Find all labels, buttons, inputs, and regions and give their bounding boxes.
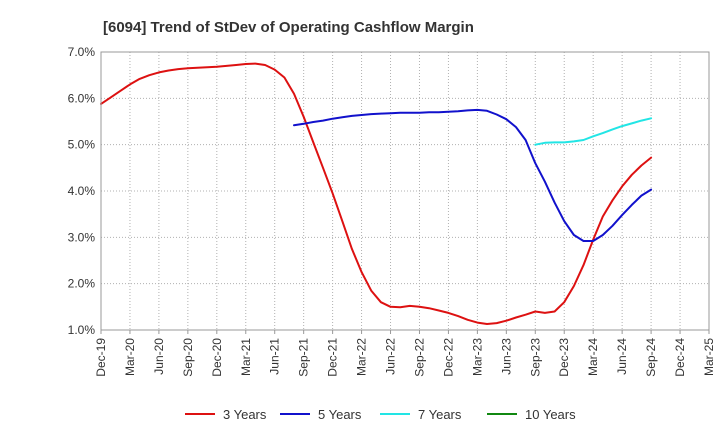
y-tick-label: 3.0% [68,230,96,244]
y-tick-label: 6.0% [68,91,96,105]
series-line-3 [534,117,653,146]
y-axis: 1.0% 2.0% 3.0% 4.0% 5.0% 6.0% 7.0% [68,45,96,337]
x-tick-label: Dec-24 [673,338,687,377]
legend-label: 3 Years [223,407,267,422]
x-tick-label: Dec-19 [94,338,108,377]
x-tick-label: Sep-21 [297,338,311,377]
x-tick-label: Sep-22 [412,338,426,377]
x-tick-label: Mar-24 [586,338,600,376]
legend: 3 Years 5 Years 7 Years 10 Years [185,407,576,422]
x-tick-label: Dec-23 [557,338,571,377]
x-tick-label: Mar-25 [702,338,716,376]
legend-label: 7 Years [418,407,462,422]
y-tick-label: 5.0% [68,138,96,152]
x-tick-label: Mar-22 [355,338,369,376]
x-tick-label: Dec-20 [210,338,224,377]
x-tick-label: Jun-22 [384,338,398,375]
chart-title: [6094] Trend of StDev of Operating Cashf… [103,19,474,36]
x-tick-label: Mar-23 [470,338,484,376]
y-tick-label: 1.0% [68,323,96,337]
x-tick-label: Mar-20 [123,338,137,376]
x-tick-label: Jun-21 [268,338,282,375]
x-tick-label: Jun-24 [615,338,629,375]
series-layer [100,62,653,325]
x-tick-label: Sep-20 [181,338,195,377]
legend-label: 5 Years [318,407,362,422]
y-tick-label: 4.0% [68,184,96,198]
x-tick-label: Sep-24 [644,338,658,377]
y-tick-label: 7.0% [68,45,96,59]
x-tick-label: Mar-21 [239,338,253,376]
series-line-1 [100,62,653,325]
x-tick-label: Sep-23 [528,338,542,377]
series-line-2 [293,108,653,242]
plot-border [100,51,710,331]
x-tick-label: Dec-21 [326,338,340,377]
x-axis: Dec-19 Mar-20 Jun-20 Sep-20 Dec-20 Mar-21 Jun-… [94,330,716,377]
x-tick-label: Jun-23 [499,338,513,375]
x-tick-label: Jun-20 [152,338,166,375]
legend-label: 10 Years [525,407,576,422]
y-tick-label: 2.0% [68,277,96,291]
x-tick-label: Dec-22 [441,338,455,377]
